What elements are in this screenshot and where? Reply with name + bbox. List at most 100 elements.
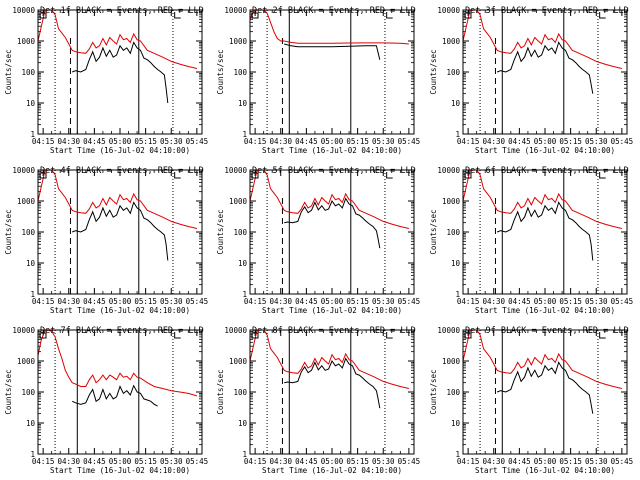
corner-box-icon <box>464 172 472 179</box>
x-tick-label: 05:45 <box>611 297 634 306</box>
x-tick-label: 05:45 <box>186 297 209 306</box>
y-axis-label: Counts/sec <box>429 209 438 254</box>
y-axis-label: Counts/sec <box>429 49 438 94</box>
events-series-line <box>284 357 381 409</box>
x-axis-label: Start Time (16-Jul-02 04:10:00) <box>475 306 615 315</box>
x-tick-label: 05:15 <box>559 457 582 466</box>
x-tick-label: 04:30 <box>57 137 80 146</box>
y-tick-label: 100 <box>233 228 247 237</box>
x-tick-label: 05:45 <box>398 297 421 306</box>
corner-bracket-icon <box>599 172 606 179</box>
x-tick-label: 04:30 <box>482 137 505 146</box>
corner-bracket-icon <box>386 172 393 179</box>
y-tick-label: 10 <box>238 419 248 428</box>
y-axis-label: Counts/sec <box>4 369 13 414</box>
y-tick-label: 1000 <box>17 37 36 46</box>
x-tick-label: 05:00 <box>534 137 557 146</box>
x-tick-label: 05:15 <box>559 137 582 146</box>
events-series-line <box>284 197 381 249</box>
x-tick-label: 05:45 <box>398 137 421 146</box>
y-tick-label: 10000 <box>224 326 247 335</box>
y-tick-label: 10 <box>26 259 36 268</box>
x-tick-label: 05:00 <box>321 137 344 146</box>
x-tick-label: 05:30 <box>372 137 395 146</box>
y-tick-label: 10000 <box>437 166 460 175</box>
lld-series-line <box>250 170 410 229</box>
lld-series-line <box>38 170 198 229</box>
y-tick-label: 100 <box>21 68 35 77</box>
y-tick-label: 1000 <box>17 357 36 366</box>
corner-box-icon <box>251 12 259 19</box>
panel-title: Det 2f BLACK = Events, RED = LLD <box>252 6 416 16</box>
x-tick-label: 05:00 <box>534 457 557 466</box>
events-series-line <box>497 41 594 94</box>
x-tick-label: 05:30 <box>585 297 608 306</box>
y-tick-label: 100 <box>446 228 460 237</box>
panel-title: Det 5f BLACK = Events, RED = LLD <box>252 166 416 176</box>
x-tick-label: 04:30 <box>269 297 292 306</box>
corner-box-icon <box>39 172 47 179</box>
x-axis-label: Start Time (16-Jul-02 04:10:00) <box>475 146 615 155</box>
lld-series-line <box>463 330 623 389</box>
lld-series-line <box>38 330 198 397</box>
events-series-line <box>72 201 169 261</box>
y-tick-label: 1 <box>30 290 35 299</box>
x-tick-label: 05:00 <box>109 137 132 146</box>
x-tick-label: 04:15 <box>244 457 267 466</box>
detector-panel-5: Det 5f BLACK = Events, RED = LLD 1 10 100 10… <box>216 166 420 315</box>
y-tick-label: 100 <box>233 68 247 77</box>
detector-panel-9: Det 9f BLACK = Events, RED = LLD 1 10 100 10… <box>429 326 633 475</box>
panel-title: Det 4f BLACK = Events, RED = LLD <box>40 166 204 176</box>
x-tick-label: 05:15 <box>134 137 157 146</box>
x-tick-label: 05:15 <box>346 457 369 466</box>
y-tick-label: 100 <box>233 388 247 397</box>
lld-series-line <box>463 170 623 229</box>
x-tick-label: 04:15 <box>32 137 55 146</box>
x-tick-label: 04:15 <box>244 297 267 306</box>
x-tick-label: 04:45 <box>295 297 318 306</box>
x-tick-label: 05:15 <box>559 297 582 306</box>
y-tick-label: 10000 <box>12 6 35 15</box>
corner-box-icon <box>39 12 47 19</box>
x-axis-label: Start Time (16-Jul-02 04:10:00) <box>262 466 402 475</box>
x-tick-label: 04:15 <box>457 137 480 146</box>
y-tick-label: 1 <box>242 450 247 459</box>
x-axis-label: Start Time (16-Jul-02 04:10:00) <box>262 146 402 155</box>
y-tick-label: 10 <box>451 99 461 108</box>
corner-box-icon <box>251 172 259 179</box>
x-axis-label: Start Time (16-Jul-02 04:10:00) <box>50 306 190 315</box>
corner-bracket-icon <box>599 12 606 19</box>
plot-frame <box>37 9 203 135</box>
corner-bracket-icon <box>174 12 181 19</box>
events-series-line <box>284 43 381 60</box>
detector-panel-6: Det 6f BLACK = Events, RED = LLD 1 10 100 10… <box>429 166 633 315</box>
y-tick-label: 1 <box>30 130 35 139</box>
x-axis-label: Start Time (16-Jul-02 04:10:00) <box>50 146 190 155</box>
y-tick-label: 10 <box>451 259 461 268</box>
lld-series-line <box>463 10 623 69</box>
corner-box-icon <box>464 12 472 19</box>
x-tick-label: 04:15 <box>32 297 55 306</box>
y-tick-label: 10000 <box>12 326 35 335</box>
x-tick-label: 04:45 <box>295 137 318 146</box>
plot-frame <box>462 9 628 135</box>
x-tick-label: 05:30 <box>160 457 183 466</box>
y-tick-label: 10 <box>26 99 36 108</box>
x-tick-label: 05:45 <box>186 457 209 466</box>
x-tick-label: 05:45 <box>398 457 421 466</box>
x-tick-label: 04:15 <box>244 137 267 146</box>
panel-title: Det 3f BLACK = Events, RED = LLD <box>465 6 629 16</box>
corner-bracket-icon <box>174 172 181 179</box>
detector-panel-1: Det 1f BLACK = Events, RED = LLD 1 10 100 10… <box>4 6 208 155</box>
y-axis-label: Counts/sec <box>4 209 13 254</box>
x-tick-label: 04:15 <box>457 297 480 306</box>
events-series-line <box>497 201 594 261</box>
x-tick-label: 04:15 <box>32 457 55 466</box>
y-axis-label: Counts/sec <box>216 49 225 94</box>
y-tick-label: 1 <box>242 290 247 299</box>
corner-box-icon <box>251 332 259 339</box>
y-tick-label: 1000 <box>442 357 461 366</box>
x-tick-label: 05:15 <box>134 457 157 466</box>
corner-bracket-icon <box>174 332 181 339</box>
